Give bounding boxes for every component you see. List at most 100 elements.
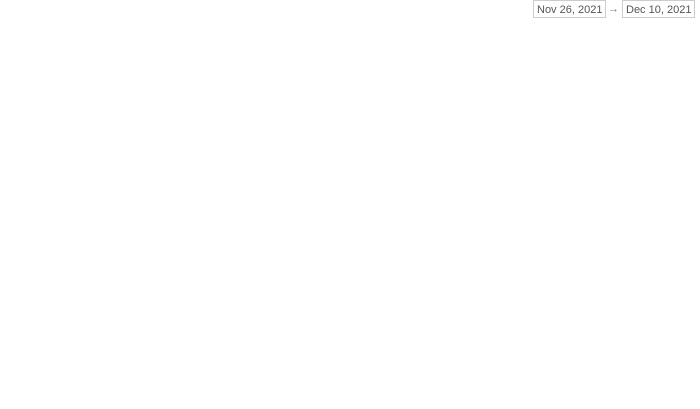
price-line [11, 107, 691, 280]
watermark: CoinGecko [602, 293, 686, 311]
volume-bar [85, 343, 89, 388]
volume-bar [223, 352, 227, 388]
volume-bar [538, 364, 542, 388]
x-tick-label: 4. Dec [347, 397, 376, 408]
volume-bar [155, 354, 159, 388]
volume-bar [213, 354, 217, 388]
volume-bar [53, 361, 57, 388]
volume-bar [126, 367, 130, 388]
volume-bar [169, 357, 173, 388]
volume-bar [10, 361, 14, 388]
volume-bar [450, 357, 454, 388]
volume-bar [87, 344, 91, 388]
volume-bar [253, 356, 257, 388]
volume-bar [578, 369, 582, 388]
volume-bar [588, 370, 592, 388]
volume-bar [28, 361, 32, 388]
volume-bar [558, 367, 562, 388]
volume-bar [598, 374, 602, 388]
volume-bar [152, 356, 156, 388]
volume-bar [323, 362, 327, 388]
volume-bar [123, 365, 127, 388]
volume-bar [129, 364, 133, 388]
volume-bar [57, 342, 61, 388]
watermark-logo [602, 293, 620, 311]
volume-bar [682, 359, 686, 388]
volume-bar [400, 361, 404, 388]
y-tick-label: $4.00 [10, 232, 35, 243]
x-tick-label: 6. Dec [443, 397, 472, 408]
date-to[interactable]: Dec 10, 2021 [622, 0, 696, 18]
volume-bar [298, 356, 302, 388]
volume-bar [498, 357, 502, 388]
volume-bar [313, 360, 317, 388]
volume-bar [210, 352, 214, 388]
volume-bar [360, 352, 364, 388]
volume-bar [78, 343, 82, 388]
volume-bar [103, 359, 107, 388]
volume-bar [149, 353, 153, 388]
volume-bar [273, 359, 277, 388]
volume-bar [195, 354, 199, 388]
range-arrow: → [608, 3, 619, 15]
volume-bar [328, 361, 332, 388]
volume-bar [633, 375, 637, 388]
volume-bar [548, 365, 552, 388]
volume-bar [438, 353, 442, 388]
volume-bar [365, 353, 369, 388]
volume-bar [688, 361, 692, 388]
volume-bar [406, 360, 410, 388]
volume-bar [183, 340, 187, 388]
volume-bar [533, 365, 537, 388]
volume-bar [445, 356, 449, 388]
volume-bar [620, 378, 624, 388]
volume-bar [278, 360, 282, 388]
volume-bar [488, 359, 492, 388]
volume-bar [668, 361, 672, 388]
volume-bar [23, 361, 27, 388]
volume-bar [626, 376, 630, 388]
volume-bar [410, 359, 414, 388]
volume-bar [233, 353, 237, 388]
volume-bar [338, 363, 342, 388]
volume-bar [430, 357, 434, 388]
y-tick-label: $7.00 [10, 27, 35, 38]
volume-bar [55, 359, 59, 388]
volume-bar [640, 372, 644, 388]
volume-bar [375, 356, 379, 388]
volume-bar [458, 361, 462, 388]
volume-bar [133, 363, 137, 388]
volume-bar [66, 345, 70, 388]
y-tick-label: $3.00 [10, 301, 35, 312]
date-from[interactable]: Nov 26, 2021 [533, 0, 607, 18]
volume-bar [343, 362, 347, 388]
volume-bar [351, 354, 355, 388]
volume-bar [653, 368, 658, 388]
volume-bar [308, 356, 312, 388]
x-tick-label: 2. Dec [251, 397, 280, 408]
watermark-logo-eye [610, 296, 616, 302]
volume-bar [90, 345, 94, 388]
volume-bar [384, 359, 388, 388]
volume-bar [473, 360, 477, 388]
volume-bar [228, 352, 232, 388]
x-tick-label: 28. Nov [56, 397, 90, 408]
y-tick-label: $6.00 [10, 95, 35, 106]
volume-bar [113, 363, 117, 388]
volume-bar [348, 359, 352, 388]
volume-bar [82, 345, 86, 388]
volume-bar [463, 360, 467, 388]
volume-bar [18, 361, 22, 388]
volume-bar [658, 365, 662, 388]
volume-bar [416, 361, 420, 388]
volume-bar [662, 356, 666, 388]
volume-bar [60, 341, 64, 388]
volume-bar [94, 347, 98, 388]
volume-bar [201, 355, 205, 388]
volume-bar [263, 357, 267, 388]
volume-bar [206, 353, 210, 388]
volume-bar [38, 361, 42, 388]
volume-bar [480, 362, 484, 388]
volume-bar [146, 352, 150, 388]
